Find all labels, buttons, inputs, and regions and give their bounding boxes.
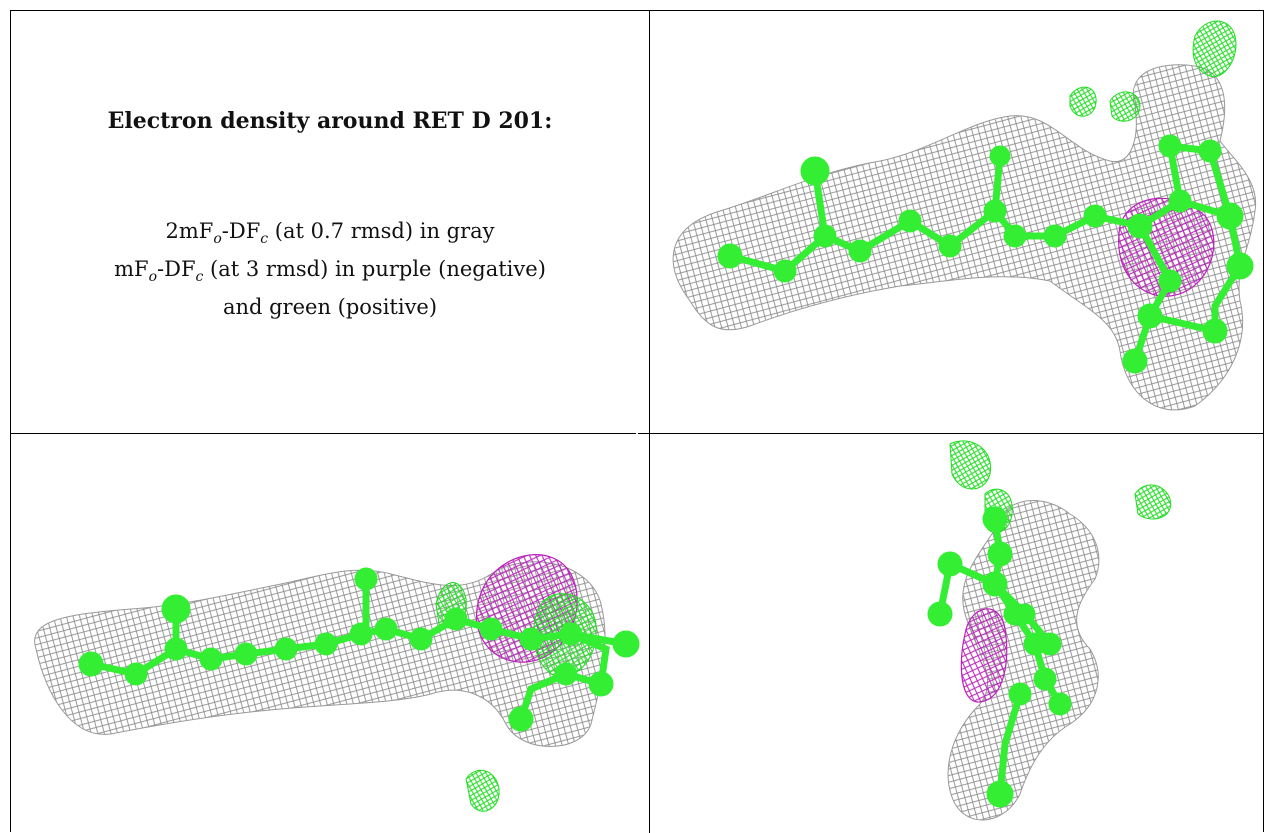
density-view-bottom-left [11, 434, 649, 833]
figure-legend: 2mFo-DFc (at 0.7 rmsd) in gray mFo-DFc (… [11, 216, 649, 322]
retinal-ball-and-stick-model [717, 134, 1254, 374]
vertical-divider [649, 10, 650, 833]
positive-difference-density [1069, 20, 1237, 122]
figure-title: Electron density around RET D 201: [107, 108, 553, 134]
density-view-bottom-right [650, 434, 1263, 833]
legend-line-difference: mFo-DFc (at 3 rmsd) in purple (negative) [114, 257, 546, 286]
negative-difference-density [960, 608, 1008, 703]
horizontal-divider-right [637, 433, 1264, 434]
horizontal-divider-left [10, 433, 636, 434]
figure-frame [10, 10, 1264, 832]
retinal-ball-and-stick-model [927, 506, 1072, 808]
legend-line-gray: 2mFo-DFc (at 0.7 rmsd) in gray [165, 219, 495, 248]
caption-panel: Electron density around RET D 201: 2mFo-… [11, 11, 649, 433]
retinal-ball-and-stick-model [78, 567, 640, 732]
legend-line-positive: and green (positive) [222, 295, 438, 320]
density-view-top-right [650, 11, 1263, 433]
